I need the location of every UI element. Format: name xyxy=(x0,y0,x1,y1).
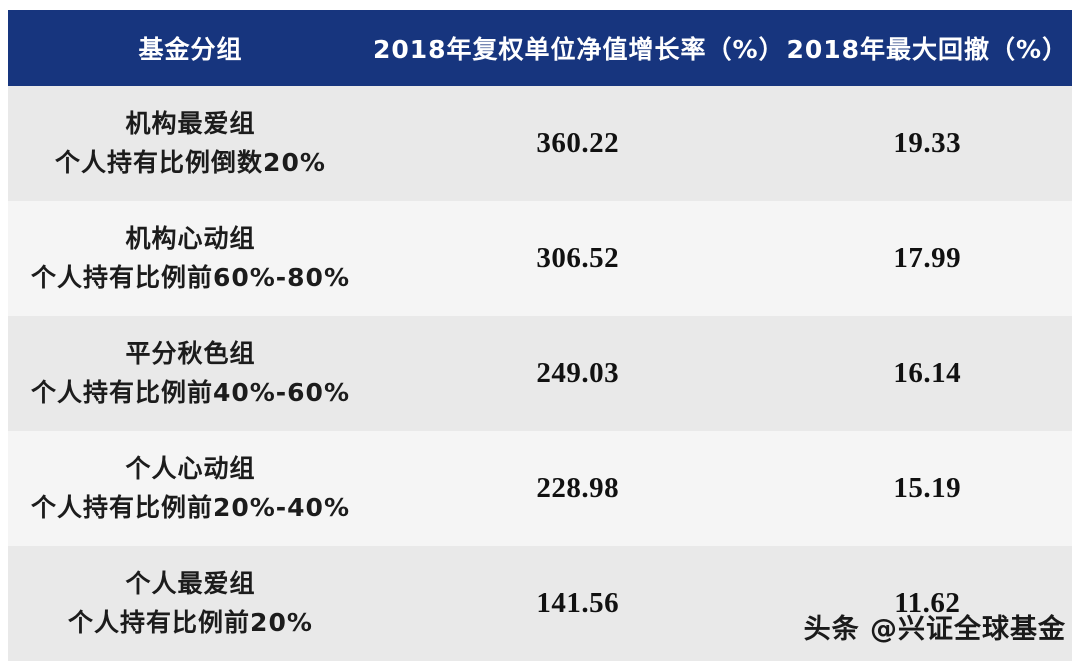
group-description: 个人持有比例前20%-40% xyxy=(30,492,350,522)
table-row: 个人最爱组 个人持有比例前20% 141.56 11.62 xyxy=(8,546,1072,661)
max-drawdown-value: 11.62 xyxy=(894,587,961,619)
fund-group-cell: 平分秋色组 个人持有比例前40%-60% xyxy=(8,316,373,431)
watermark-text: 头条 @兴证全球基金 xyxy=(803,614,1066,645)
max-drawdown-value: 19.33 xyxy=(893,127,962,159)
table-row: 平分秋色组 个人持有比例前40%-60% 249.03 16.14 xyxy=(8,316,1072,431)
group-name: 个人心动组 xyxy=(125,453,256,483)
fund-group-cell: 机构最爱组 个人持有比例倒数20% xyxy=(8,86,373,201)
fund-group-cell: 个人心动组 个人持有比例前20%-40% xyxy=(8,431,373,546)
max-drawdown-value: 16.14 xyxy=(893,357,962,389)
growth-rate-value: 228.98 xyxy=(536,472,620,504)
fund-table: 基金分组 2018年复权单位净值增长率（%） 2018年最大回撤（%） 机构最爱… xyxy=(8,10,1072,661)
header-growth-rate: 2018年复权单位净值增长率（%） xyxy=(372,35,785,64)
group-name: 个人最爱组 xyxy=(125,568,256,598)
growth-rate-value: 360.22 xyxy=(536,127,620,159)
group-description: 个人持有比例倒数20% xyxy=(55,147,326,177)
group-name: 机构最爱组 xyxy=(125,108,256,138)
group-description: 个人持有比例前60%-80% xyxy=(30,262,350,292)
header-max-drawdown: 2018年最大回撤（%） xyxy=(786,35,1069,64)
header-fund-group: 基金分组 xyxy=(138,35,243,64)
table-row: 机构心动组 个人持有比例前60%-80% 306.52 17.99 xyxy=(8,201,1072,316)
group-name: 机构心动组 xyxy=(125,223,256,253)
group-description: 个人持有比例前40%-60% xyxy=(30,377,350,407)
group-name: 平分秋色组 xyxy=(125,338,256,368)
watermark: 头条 @兴证全球基金 xyxy=(804,607,1066,646)
fund-group-cell: 机构心动组 个人持有比例前60%-80% xyxy=(8,201,373,316)
fund-group-cell: 个人最爱组 个人持有比例前20% xyxy=(8,546,373,661)
table-header-row: 基金分组 2018年复权单位净值增长率（%） 2018年最大回撤（%） xyxy=(8,10,1072,86)
group-description: 个人持有比例前20% xyxy=(68,607,313,637)
growth-rate-value: 306.52 xyxy=(536,242,620,274)
growth-rate-value: 249.03 xyxy=(536,357,620,389)
max-drawdown-value: 15.19 xyxy=(893,472,962,504)
max-drawdown-value: 17.99 xyxy=(893,242,962,274)
growth-rate-value: 141.56 xyxy=(536,587,620,619)
table-row: 机构最爱组 个人持有比例倒数20% 360.22 19.33 xyxy=(8,86,1072,201)
table-row: 个人心动组 个人持有比例前20%-40% 228.98 15.19 xyxy=(8,431,1072,546)
